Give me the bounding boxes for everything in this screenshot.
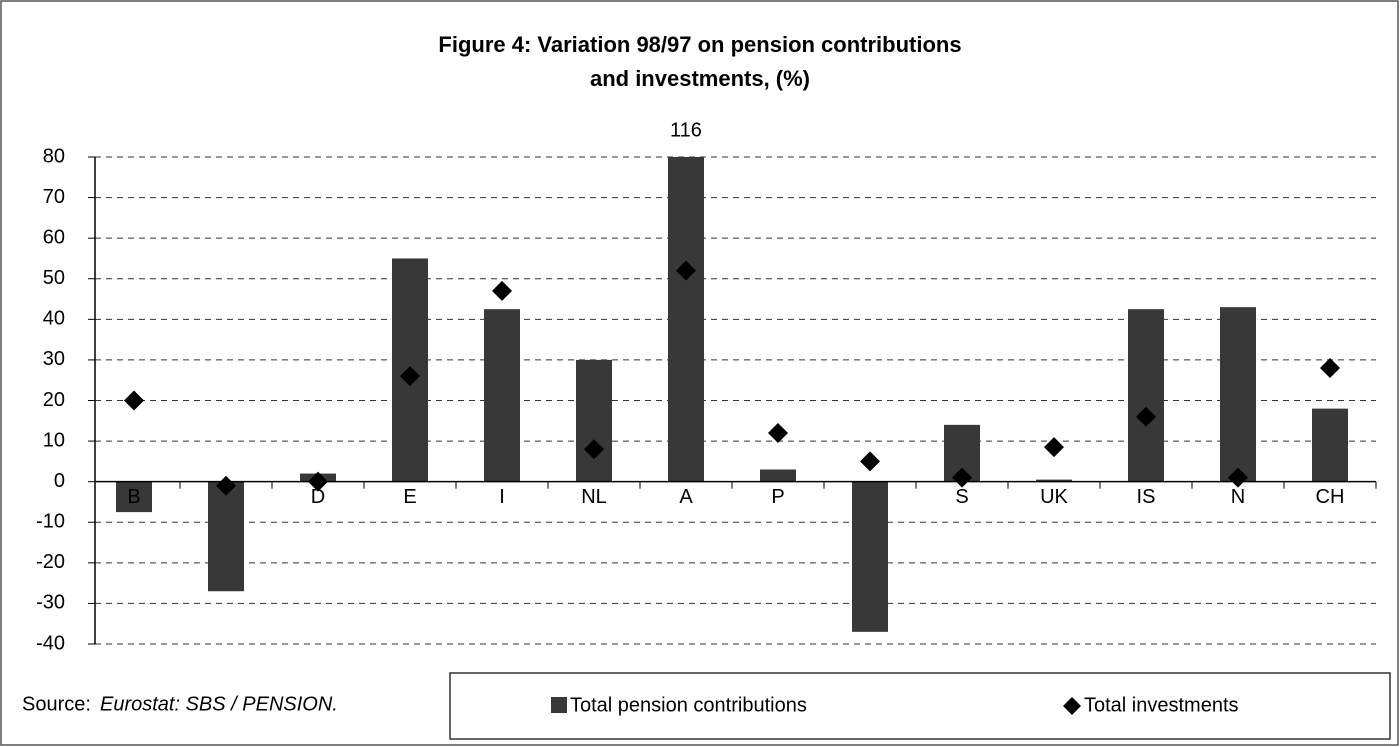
chart-title: Figure 4: Variation 98/97 on pension con… <box>438 32 961 57</box>
x-tick-label: NL <box>581 486 607 508</box>
y-tick-label: 20 <box>43 389 65 411</box>
legend-marker <box>1063 697 1081 715</box>
y-tick-label: 0 <box>54 470 65 492</box>
y-tick-label: 60 <box>43 226 65 248</box>
marker <box>216 475 236 496</box>
bar <box>1036 479 1072 482</box>
y-tick-label: -20 <box>36 551 65 573</box>
x-tick-label: S <box>955 486 968 508</box>
marker <box>1228 467 1248 488</box>
marker <box>676 260 696 281</box>
source: Eurostat: SBS / PENSION. <box>100 693 338 715</box>
y-tick-label: 30 <box>43 348 65 370</box>
x-tick-label: UK <box>1040 486 1068 508</box>
marker <box>1136 406 1156 427</box>
y-tick-label: -30 <box>36 592 65 614</box>
y-tick-label: -10 <box>36 511 65 533</box>
bar <box>852 481 888 632</box>
marker <box>952 467 972 488</box>
bar <box>1312 408 1348 482</box>
bar <box>1128 309 1164 482</box>
marker <box>1044 437 1064 458</box>
bar <box>576 359 612 482</box>
x-tick-label: D <box>311 486 325 508</box>
legend-label: Total pension contributions <box>570 694 807 716</box>
legend-box <box>449 672 1391 740</box>
y-tick-label: 80 <box>43 145 65 167</box>
chart-title: and investments, (%) <box>590 66 810 91</box>
bar <box>484 309 520 482</box>
bar <box>760 469 796 482</box>
y-tick-label: 70 <box>43 186 65 208</box>
y-tick-label: -40 <box>36 632 65 654</box>
marker <box>1320 358 1340 379</box>
marker <box>308 471 328 492</box>
legend-label: Total investments <box>1084 694 1239 716</box>
y-tick-label: 50 <box>43 267 65 289</box>
x-tick-label: I <box>499 486 505 508</box>
legend-swatch <box>551 697 567 713</box>
marker <box>492 280 512 301</box>
y-tick-label: 10 <box>43 429 65 451</box>
marker <box>400 366 420 387</box>
x-tick-label: CH <box>1316 486 1345 508</box>
x-tick-label: P <box>771 486 784 508</box>
bars <box>116 157 1348 632</box>
marker <box>860 451 880 472</box>
bar <box>668 157 704 482</box>
x-tick-label: B <box>127 486 140 508</box>
bar <box>208 481 244 592</box>
y-tick-label: 40 <box>43 308 65 330</box>
marker <box>124 390 144 411</box>
source-label: Source: <box>22 693 91 715</box>
marker <box>768 422 788 443</box>
bar <box>1220 307 1256 482</box>
x-tick-label: A <box>679 486 693 508</box>
x-tick-label: N <box>1231 486 1245 508</box>
marker <box>584 439 604 460</box>
bar <box>116 481 152 513</box>
x-tick-label: IS <box>1137 486 1156 508</box>
x-tick-label: E <box>403 486 416 508</box>
data-label: 116 <box>670 119 702 141</box>
